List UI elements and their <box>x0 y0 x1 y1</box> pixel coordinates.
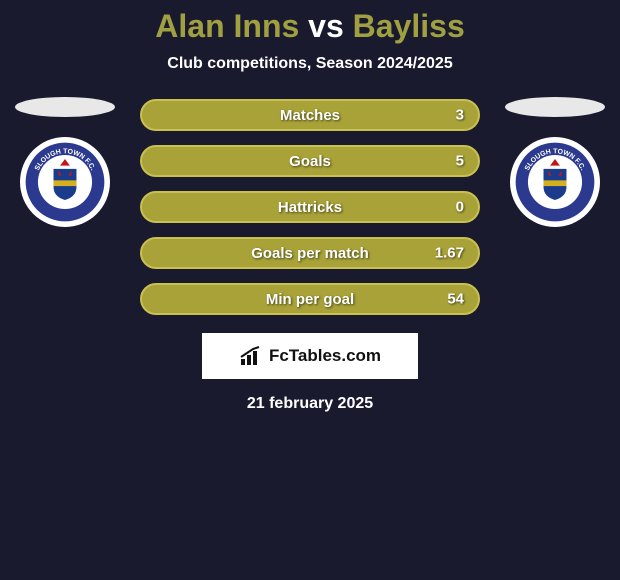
bar-chart-icon <box>239 345 263 367</box>
page-title: Alan Inns vs Bayliss <box>155 8 464 45</box>
club-crest-icon: SLOUGH TOWN F.C. SERVE WITH HONOUR <box>514 141 596 223</box>
stat-row-matches: Matches 3 <box>140 99 480 131</box>
subtitle: Club competitions, Season 2024/2025 <box>167 55 452 73</box>
title-player-right: Bayliss <box>353 8 465 44</box>
brand-badge: FcTables.com <box>202 333 418 379</box>
comparison-area: SLOUGH TOWN F.C. SERVE WITH HONOUR Match… <box>0 97 620 315</box>
stat-label: Goals <box>289 153 331 170</box>
club-badge-right: SLOUGH TOWN F.C. SERVE WITH HONOUR <box>510 137 600 227</box>
date-text: 21 february 2025 <box>247 395 373 413</box>
stat-label: Min per goal <box>266 291 354 308</box>
player-left-silhouette <box>15 97 115 117</box>
brand-text: FcTables.com <box>269 346 381 366</box>
title-vs: vs <box>308 8 344 44</box>
stat-right-value: 1.67 <box>435 245 464 262</box>
stat-right-value: 0 <box>456 199 464 216</box>
stat-row-goals-per-match: Goals per match 1.67 <box>140 237 480 269</box>
stat-right-value: 54 <box>447 291 464 308</box>
player-right-column: SLOUGH TOWN F.C. SERVE WITH HONOUR <box>500 97 610 227</box>
stat-label: Matches <box>280 107 340 124</box>
stat-label: Hattricks <box>278 199 342 216</box>
player-right-silhouette <box>505 97 605 117</box>
stat-right-value: 5 <box>456 153 464 170</box>
club-badge-left: SLOUGH TOWN F.C. SERVE WITH HONOUR <box>20 137 110 227</box>
stat-row-hattricks: Hattricks 0 <box>140 191 480 223</box>
root: Alan Inns vs Bayliss Club competitions, … <box>0 0 620 580</box>
stat-right-value: 3 <box>456 107 464 124</box>
club-crest-icon: SLOUGH TOWN F.C. SERVE WITH HONOUR <box>24 141 106 223</box>
stat-label: Goals per match <box>251 245 369 262</box>
stat-bars: Matches 3 Goals 5 Hattricks 0 Goals per … <box>140 97 480 315</box>
player-left-column: SLOUGH TOWN F.C. SERVE WITH HONOUR <box>10 97 120 227</box>
title-player-left: Alan Inns <box>155 8 299 44</box>
stat-row-min-per-goal: Min per goal 54 <box>140 283 480 315</box>
stat-row-goals: Goals 5 <box>140 145 480 177</box>
